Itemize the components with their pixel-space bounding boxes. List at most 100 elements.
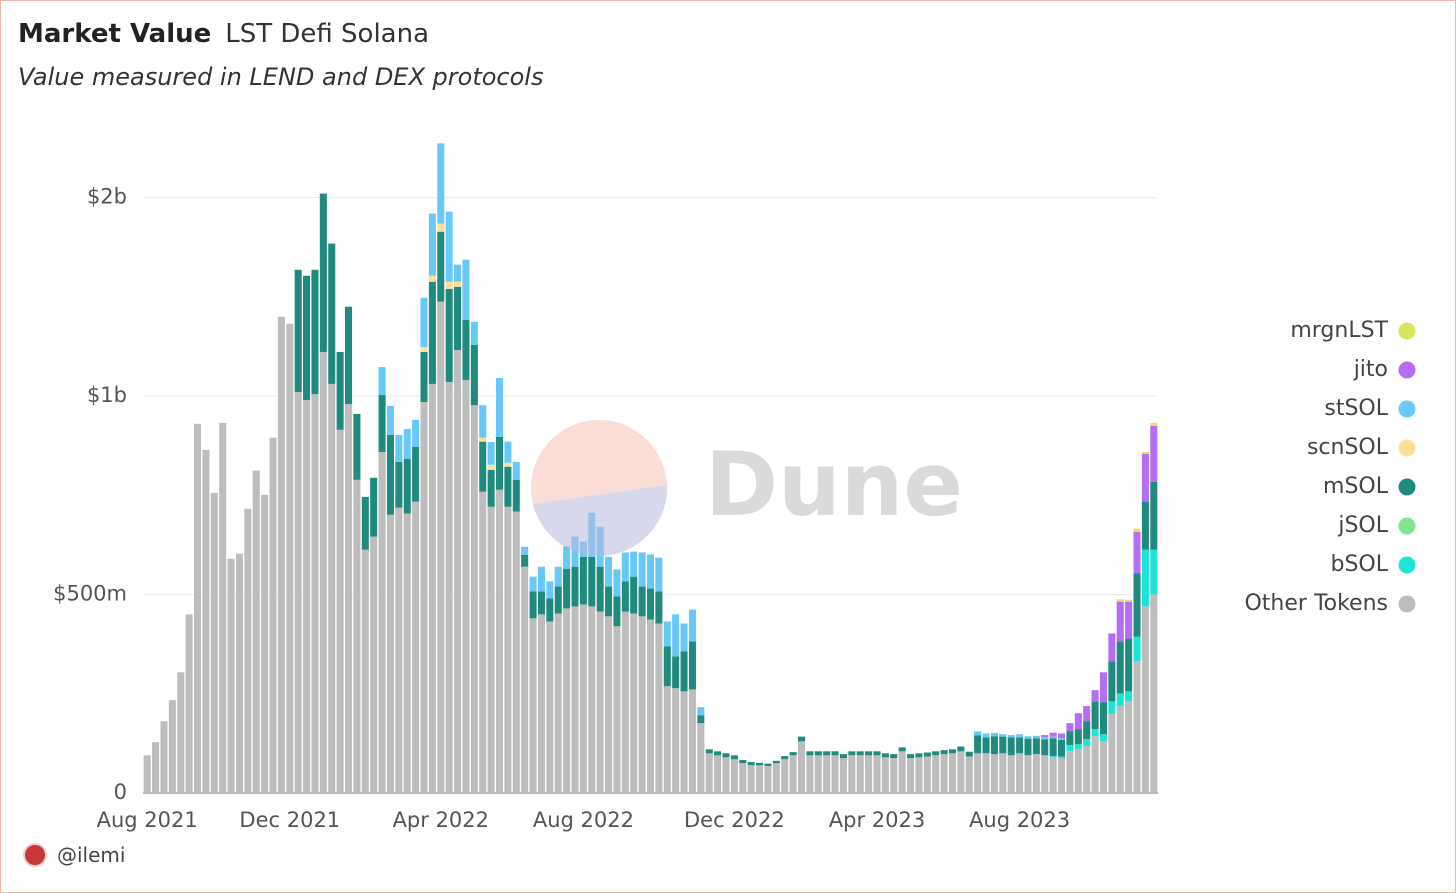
bar-segment (655, 623, 663, 793)
footer[interactable]: @ilemi (23, 843, 125, 867)
bar-segment (454, 349, 462, 793)
bar-segment (1091, 690, 1099, 702)
bar-segment (915, 753, 923, 758)
bar-segment (579, 604, 587, 793)
bar-segment (646, 554, 655, 589)
bar-segment (479, 491, 487, 793)
bar-segment (613, 569, 621, 597)
bar-segment (395, 507, 403, 793)
bar-segment (646, 619, 655, 793)
bar-segment (948, 753, 957, 793)
bar-segment (579, 556, 587, 605)
bar-segment (370, 477, 378, 537)
bar-segment (420, 351, 428, 402)
bar-segment (1141, 501, 1149, 550)
bar-segment (152, 742, 160, 793)
bar-segment (1141, 606, 1149, 793)
bar-segment (831, 751, 839, 756)
bar-segment (722, 753, 730, 758)
bar-segment (1032, 754, 1040, 793)
bar-segment (244, 508, 252, 793)
bar-segment (739, 760, 747, 764)
bar-segment (621, 611, 629, 793)
bar-segment (403, 513, 411, 793)
bar-segment (1058, 758, 1066, 793)
bar-segment (873, 751, 881, 756)
bar-segment (1099, 734, 1107, 741)
bar-segment (613, 626, 621, 793)
bar-segment (529, 618, 537, 793)
legend-swatch (1398, 478, 1416, 496)
bar-segment (957, 751, 965, 793)
bar-segment (1058, 756, 1066, 759)
bar-segment (479, 437, 487, 442)
bar-segment (420, 297, 428, 348)
watermark-logo-part (533, 485, 668, 556)
bar-segment (722, 757, 730, 793)
bar-segment (1083, 739, 1091, 747)
header: Market Value LST Defi Solana (18, 19, 429, 49)
bar-segment (386, 514, 394, 793)
bar-segment (495, 489, 504, 793)
bar-segment (303, 275, 311, 400)
bar-segment (1083, 746, 1091, 793)
bar-segment (521, 546, 529, 555)
bar-segment (428, 281, 436, 384)
y-tick-label: $2b (87, 185, 127, 209)
bar-segment (445, 211, 453, 282)
bar-segment (437, 143, 445, 224)
legend-swatch (1398, 595, 1416, 613)
bar-segment (915, 757, 923, 793)
bar-segment (672, 614, 680, 657)
bar-segment (378, 367, 386, 396)
bar-segment (403, 458, 411, 514)
x-tick-label: Aug 2022 (533, 808, 634, 832)
bar-segment (655, 591, 663, 624)
bar-segment (1016, 753, 1024, 793)
bar-segment (1116, 601, 1124, 642)
bar-segment (303, 400, 311, 793)
x-tick-label: Dec 2022 (684, 808, 785, 832)
bar-segment (1058, 739, 1066, 757)
bar-segment (999, 736, 1007, 754)
bar-segment (1116, 641, 1124, 694)
bar-segment (856, 751, 864, 756)
bar-segment (1024, 755, 1032, 793)
bar-segment (504, 466, 512, 507)
bar-segment (143, 755, 151, 793)
bar-segment (487, 464, 495, 470)
bar-segment (856, 755, 864, 793)
author[interactable]: @ilemi (57, 843, 126, 867)
bar-segment (680, 623, 688, 652)
bar-segment (646, 588, 655, 620)
bar-segment (1041, 739, 1049, 756)
bar-segment (412, 419, 420, 447)
bar-segment (990, 733, 998, 737)
bar-segment (621, 581, 629, 612)
bar-segment (982, 737, 990, 754)
bar-segment (806, 751, 814, 756)
bar-segment (881, 753, 889, 758)
x-tick-label: Aug 2021 (97, 808, 198, 832)
bar-segment (1032, 735, 1040, 739)
bar-segment (672, 688, 680, 793)
bar-segment (286, 323, 294, 793)
bar-segment (907, 754, 915, 759)
bar-segment (605, 556, 613, 587)
bar-segment (781, 759, 789, 793)
bar-segment (1099, 740, 1107, 793)
bar-segment (714, 751, 722, 756)
bar-segment (403, 428, 411, 459)
bar-segment (1150, 549, 1158, 595)
bar-segment (714, 755, 722, 793)
bar-segment (1091, 701, 1099, 730)
bar-segment (974, 735, 982, 754)
bar-segment (336, 429, 344, 793)
bar-segment (672, 656, 680, 689)
bar-segment (1066, 723, 1074, 732)
bar-segment (420, 347, 428, 352)
bar-segment (1041, 735, 1049, 738)
bar-segment (504, 506, 512, 793)
